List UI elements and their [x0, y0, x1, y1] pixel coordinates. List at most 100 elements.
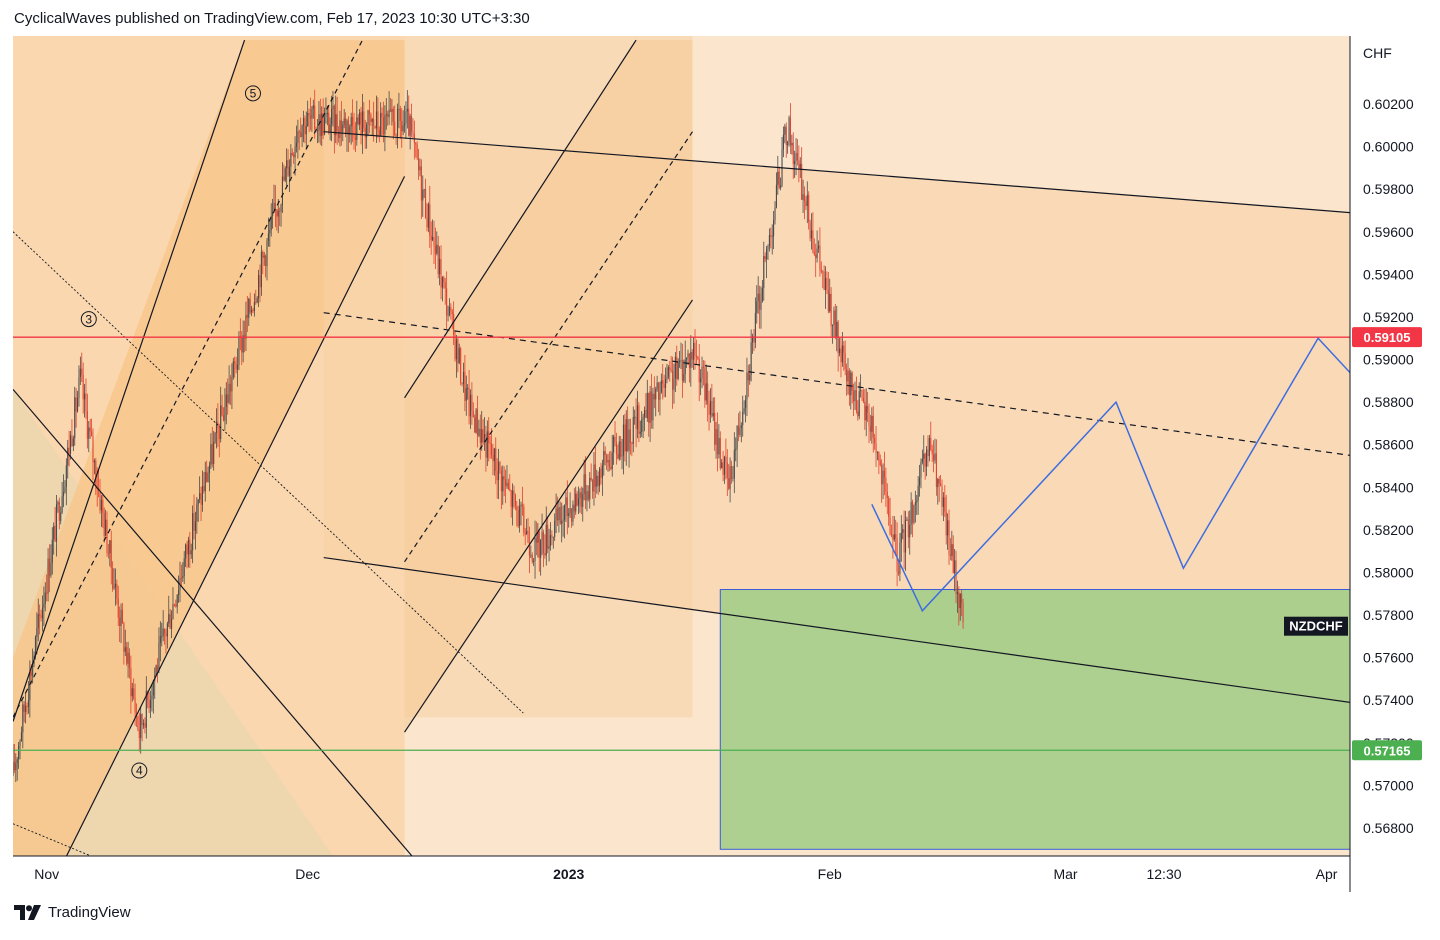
candle [663, 374, 665, 398]
candle-body [119, 617, 121, 626]
candle [830, 287, 832, 337]
candle-body [460, 348, 462, 383]
candle-body [768, 234, 770, 246]
candle [629, 418, 632, 455]
candle-body [148, 700, 150, 709]
candle-body [374, 125, 376, 129]
wave-label-circle [80, 311, 97, 328]
candle-body [232, 361, 234, 378]
candle-body [533, 560, 535, 562]
candle [785, 122, 787, 158]
candle [707, 371, 709, 422]
candle [457, 337, 459, 373]
candle-body [951, 544, 953, 557]
candle-body [260, 252, 262, 288]
candle-body [890, 533, 893, 535]
candle [579, 488, 581, 513]
candle-body [392, 109, 394, 122]
candle-body [194, 521, 196, 531]
candle [764, 252, 766, 263]
candle [248, 297, 250, 326]
candle [176, 593, 178, 614]
candle-body [201, 486, 203, 505]
candle [419, 158, 421, 177]
candle-body [810, 230, 813, 239]
candle [200, 486, 202, 522]
candle [670, 356, 672, 373]
candle-body [121, 609, 124, 624]
candle [862, 388, 864, 404]
candle [241, 331, 243, 365]
candle-body [858, 391, 860, 417]
candle-body [954, 560, 956, 574]
candle-body [948, 520, 950, 555]
y-tick-label: 0.59400 [1363, 266, 1414, 282]
candle [190, 543, 192, 559]
candle-body [766, 249, 768, 260]
candle [893, 516, 895, 542]
candle [215, 408, 218, 449]
candle-body [403, 123, 406, 126]
candle-body [586, 491, 588, 501]
candle-body [796, 152, 799, 161]
candle [691, 348, 693, 368]
candle [325, 97, 327, 124]
candle-body [600, 468, 602, 478]
candle-body [286, 160, 288, 169]
candle [650, 373, 653, 429]
candle [552, 536, 554, 549]
candle [201, 470, 203, 512]
candle [165, 628, 167, 654]
candle-body [416, 144, 418, 159]
candle-body [368, 110, 370, 115]
candle-body [638, 405, 640, 434]
candle-body [876, 452, 879, 453]
candle-body [349, 126, 351, 135]
candle-body [338, 131, 340, 139]
candle [740, 422, 742, 443]
candle-body [520, 504, 522, 507]
candle-body [218, 428, 220, 440]
candle [140, 706, 142, 754]
candle-body [624, 424, 626, 452]
candle [396, 103, 399, 149]
candle-body [107, 552, 109, 554]
candle [714, 397, 716, 451]
candle-body [833, 310, 835, 325]
candle [387, 110, 389, 126]
candle [265, 254, 267, 278]
candle-body [545, 524, 547, 556]
candle-body [848, 370, 850, 396]
candle [531, 552, 533, 564]
candle [172, 587, 174, 620]
candle [563, 504, 566, 539]
candle-body [872, 415, 874, 438]
candle-body [594, 464, 596, 487]
candle-body [700, 378, 702, 383]
candle-body [944, 497, 946, 512]
candle-body [568, 513, 570, 517]
candle-body [44, 592, 46, 604]
candle-body [71, 435, 73, 447]
candle [255, 289, 257, 305]
candle-body [241, 336, 243, 353]
candle-body [415, 142, 417, 145]
candle [555, 493, 557, 533]
candle-body [26, 705, 28, 707]
price-chart[interactable]: 3 4 5 CHF 0.60200 0.60000 0.59800 0.59600 0.594… [0, 0, 1440, 900]
candle-body [850, 372, 852, 396]
candle [569, 492, 571, 518]
candle-body [593, 464, 595, 492]
candle [926, 446, 928, 477]
candle [792, 132, 794, 179]
candle [333, 104, 335, 154]
candle-body [812, 230, 814, 252]
candle-body [555, 508, 557, 521]
candle [210, 433, 212, 469]
candle-body [896, 538, 898, 572]
candle [336, 96, 338, 145]
candle [401, 108, 403, 148]
candle [367, 109, 369, 136]
y-tick-label: 0.57400 [1363, 692, 1414, 708]
candle [378, 126, 380, 143]
